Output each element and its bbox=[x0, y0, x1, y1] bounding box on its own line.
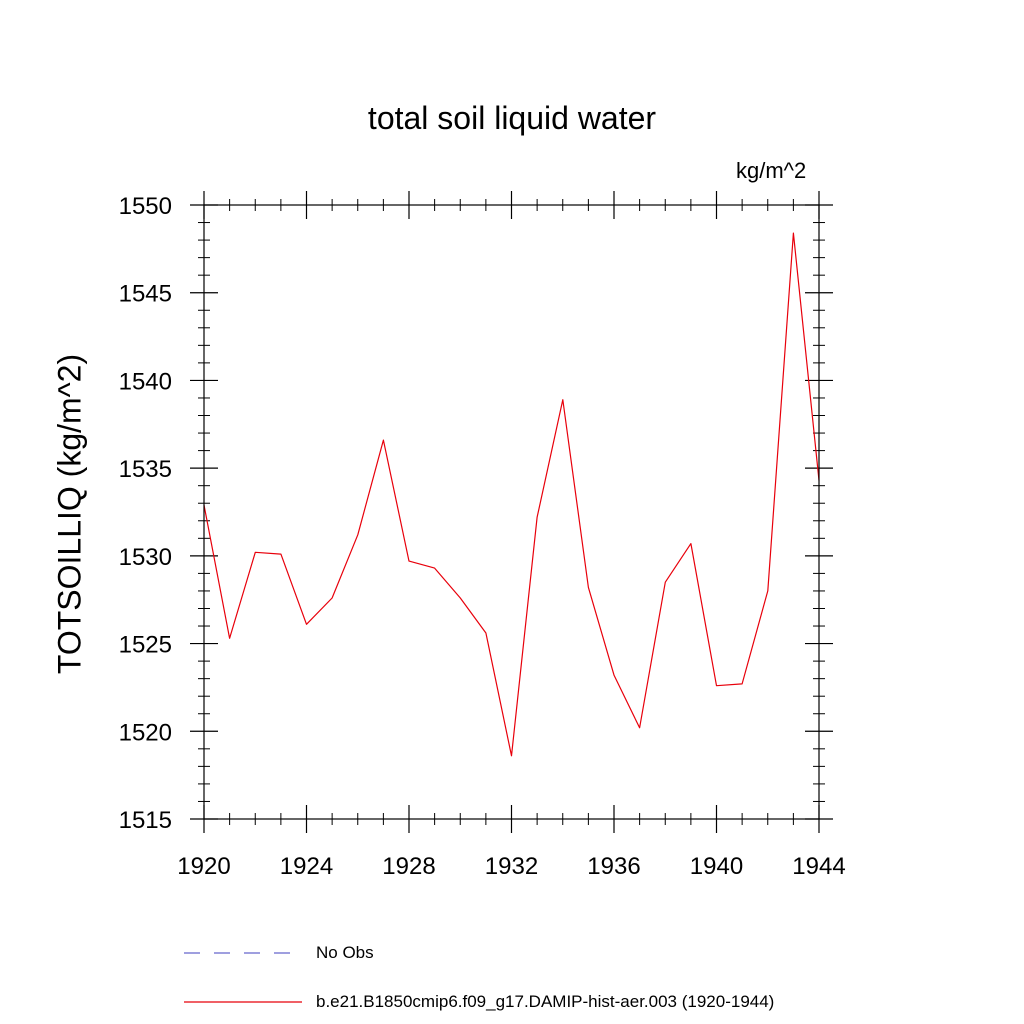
x-tick-label: 1920 bbox=[177, 853, 230, 880]
y-tick-label: 1520 bbox=[119, 719, 172, 746]
legend-label-model-run: b.e21.B1850cmip6.f09_g17.DAMIP-hist-aer.… bbox=[316, 992, 775, 1011]
chart-title: total soil liquid water bbox=[367, 100, 657, 136]
units-label: kg/m^2 bbox=[736, 158, 807, 183]
series-lines bbox=[203, 232, 820, 757]
plot-frame bbox=[203, 204, 820, 820]
x-tick-label: 1940 bbox=[690, 853, 743, 880]
y-tick-label: 1515 bbox=[119, 807, 172, 834]
x-tick-label: 1936 bbox=[587, 853, 640, 880]
y-tick-label: 1540 bbox=[119, 368, 172, 395]
y-tick-label: 1545 bbox=[119, 281, 172, 308]
x-tick-label: 1944 bbox=[792, 853, 845, 880]
series-line bbox=[203, 232, 820, 757]
y-tick-label: 1550 bbox=[119, 193, 172, 220]
y-tick-label: 1530 bbox=[119, 544, 172, 571]
x-tick-label: 1932 bbox=[485, 853, 538, 880]
axis-ticks bbox=[190, 191, 833, 833]
x-tick-label: 1924 bbox=[280, 853, 333, 880]
y-tick-label: 1535 bbox=[119, 456, 172, 483]
tick-labels: 1920 1924 1928 1932 1936 1940 1944 1515 1520 1525… bbox=[119, 193, 846, 880]
y-tick-label: 1525 bbox=[119, 632, 172, 659]
legend bbox=[184, 952, 302, 1003]
x-tick-label: 1928 bbox=[382, 853, 435, 880]
legend-label-no-obs: No Obs bbox=[316, 943, 374, 962]
